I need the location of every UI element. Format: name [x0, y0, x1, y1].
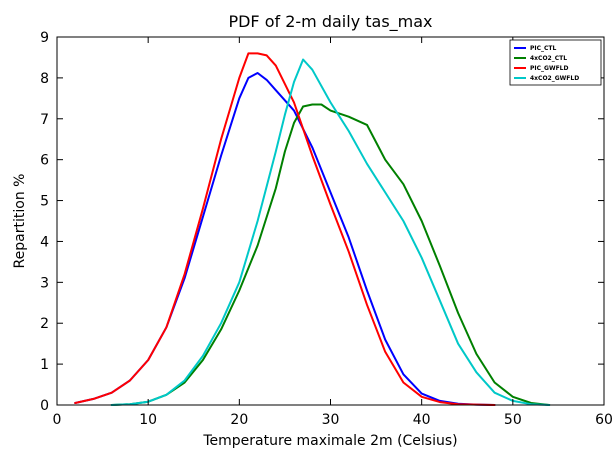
- x-tick-label: 0: [53, 412, 62, 428]
- legend-label: PIC_GWFLD: [530, 65, 568, 72]
- y-tick-label: 5: [40, 194, 49, 210]
- y-tick-label: 7: [40, 112, 49, 128]
- plot-frame: [56, 36, 605, 406]
- y-tick-label: 2: [40, 316, 49, 332]
- ticks-layer: 0 10 20 30 40 50 60 0 1 2 3 4 5 6 7 8 9: [40, 30, 613, 428]
- series-line-4xco2-ctl: [110, 103, 551, 406]
- y-tick-label: 6: [40, 153, 49, 169]
- legend-label: PIC_CTL: [530, 45, 557, 52]
- x-tick-label: 40: [413, 412, 431, 428]
- y-tick-label: 8: [40, 71, 49, 87]
- legend-label: 4xCO2_GWFLD: [530, 75, 579, 82]
- legend-label: 4xCO2_CTL: [530, 55, 567, 62]
- y-tick-label: 3: [40, 275, 49, 291]
- x-tick-label: 50: [504, 412, 522, 428]
- x-tick-label: 30: [322, 412, 340, 428]
- y-tick-label: 0: [40, 398, 49, 414]
- legend: PIC_CTL 4xCO2_CTL PIC_GWFLD 4xCO2_GWFLD: [509, 39, 602, 86]
- series-line-pic-gwfld: [74, 52, 496, 406]
- x-axis-title: Temperature maximale 2m (Celsius): [202, 433, 457, 449]
- chart-title: PDF of 2-m daily tas_max: [228, 12, 432, 32]
- y-tick-label: 1: [40, 357, 49, 373]
- y-tick-label: 9: [40, 30, 49, 46]
- x-tick-label: 60: [595, 412, 613, 428]
- x-tick-label: 10: [139, 412, 157, 428]
- series-line-pic-ctl: [74, 72, 496, 406]
- series-layer: [74, 52, 551, 406]
- series-line-4xco2-gwfld: [110, 58, 551, 406]
- y-tick-label: 4: [40, 234, 49, 250]
- y-axis-title: Repartition %: [12, 174, 28, 269]
- x-tick-label: 20: [230, 412, 248, 428]
